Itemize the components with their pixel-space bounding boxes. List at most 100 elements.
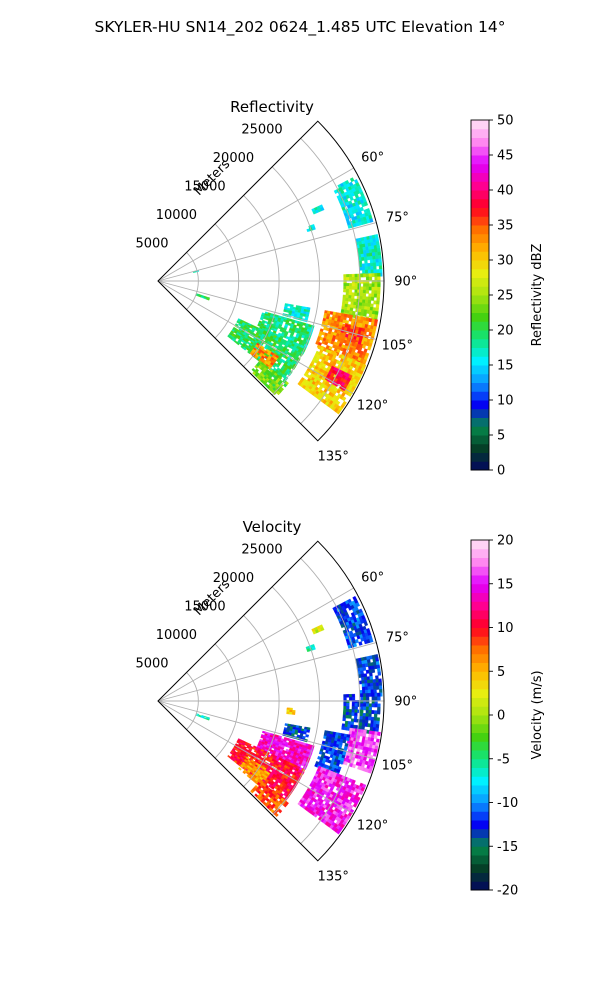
echo-cell: [365, 286, 370, 291]
echo-cell: [377, 706, 381, 711]
echo-cell: [368, 709, 372, 714]
colorbar-band: [471, 846, 489, 856]
echo-cell: [373, 720, 377, 725]
reflectivity-panel: Reflectivity500010000150002000025000Mete…: [135, 98, 545, 479]
echo-cell: [359, 712, 364, 717]
echo-cell: [368, 293, 372, 298]
range-tick-label: 25000: [241, 542, 282, 557]
echo-cell: [371, 696, 375, 701]
echo-cell: [376, 667, 381, 673]
colorbar-band: [471, 207, 489, 217]
echo-cell: [360, 703, 364, 707]
echo-cell: [343, 697, 347, 701]
echo-cell: [360, 286, 364, 291]
colorbar-band: [471, 190, 489, 200]
echo-cell: [378, 681, 383, 687]
echo-cell: [375, 682, 380, 687]
echo-cell: [378, 261, 383, 267]
colorbar-tick-label: 35: [497, 219, 514, 234]
echo-cell: [306, 729, 311, 733]
echo-cell: [363, 312, 367, 317]
echo-cell: [370, 262, 374, 267]
azimuth-tick-label: 135°: [318, 450, 349, 465]
colorbar-band: [471, 373, 489, 383]
echo-cell: [351, 696, 356, 701]
echo-cell: [348, 709, 353, 713]
echo-cell: [346, 694, 350, 698]
colorbar-band: [471, 828, 489, 838]
echo-cell: [203, 715, 208, 718]
echo-cell: [365, 706, 370, 711]
echo-cell: [374, 273, 378, 277]
colorbar-band: [471, 820, 489, 830]
echo-cell: [368, 273, 373, 278]
echo-cell: [350, 718, 355, 723]
colorbar-band: [471, 741, 489, 751]
echo-cell: [370, 689, 375, 694]
echo-cell: [366, 696, 370, 701]
echo-cell: [366, 283, 370, 288]
range-tick-label: 25000: [241, 122, 282, 137]
echo-cell: [367, 686, 372, 691]
colorbar-band: [471, 697, 489, 707]
colorbar-band: [471, 286, 489, 296]
echo-cell: [362, 716, 366, 721]
azimuth-tick-label: 120°: [357, 398, 388, 413]
echo-cell: [366, 703, 370, 708]
colorbar-band: [471, 120, 489, 130]
panel-title: Velocity: [243, 518, 302, 536]
colorbar-band: [471, 837, 489, 847]
echo-cell: [365, 693, 370, 698]
colorbar-band: [471, 181, 489, 191]
echo-cell: [359, 292, 364, 297]
echo-cell: [372, 752, 377, 757]
echo-cell: [365, 273, 370, 278]
echo-cell: [369, 672, 373, 677]
colorbar-band: [471, 662, 489, 672]
echo-cell: [373, 685, 377, 690]
echo-cell: [349, 697, 353, 701]
echo-cell: [303, 731, 307, 735]
echo-cell: [367, 716, 372, 721]
range-tick-label: 10000: [156, 208, 197, 223]
echo-cell: [371, 710, 375, 715]
colorbar-band: [471, 636, 489, 646]
echo-cell: [345, 291, 350, 296]
echo-cell: [346, 283, 350, 287]
echo-cell: [368, 283, 373, 288]
echo-cell: [367, 682, 371, 687]
azimuth-tick-label: 75°: [386, 210, 409, 225]
echo-cell: [254, 355, 258, 360]
colorbar-band: [471, 172, 489, 182]
colorbar-label: Velocity (m/s): [530, 670, 545, 759]
echo-cell: [375, 307, 379, 312]
echo-cell: [363, 621, 369, 627]
echo-cell: [283, 383, 288, 388]
echo-cell: [343, 283, 347, 287]
colorbar: -20 -15 -10 -5 0 5 10 15 20 Velocity (m/s): [470, 534, 545, 899]
colorbar-band: [471, 872, 489, 882]
colorbar-band: [471, 347, 489, 357]
colorbar-band: [471, 557, 489, 567]
echo-cell: [372, 262, 377, 267]
echo-cell: [354, 286, 358, 290]
colorbar-band: [471, 277, 489, 287]
echo-cell: [376, 300, 380, 305]
colorbar-band: [471, 610, 489, 620]
colorbar-band: [471, 583, 489, 593]
echo-cell: [365, 296, 369, 301]
echo-cell: [342, 714, 347, 719]
echo-cell: [363, 696, 367, 701]
echo-cell: [367, 299, 372, 304]
echo-cell: [374, 310, 379, 316]
echo-cell: [350, 298, 355, 303]
echo-cell: [364, 679, 368, 684]
echo-cell: [343, 274, 347, 278]
colorbar-tick-label: 5: [497, 665, 505, 680]
echo-cell: [362, 712, 367, 717]
echo-cell: [289, 711, 293, 715]
echo-cell: [369, 255, 374, 261]
colorbar-band: [471, 680, 489, 690]
colorbar-band: [471, 242, 489, 252]
colorbar-band: [471, 863, 489, 873]
